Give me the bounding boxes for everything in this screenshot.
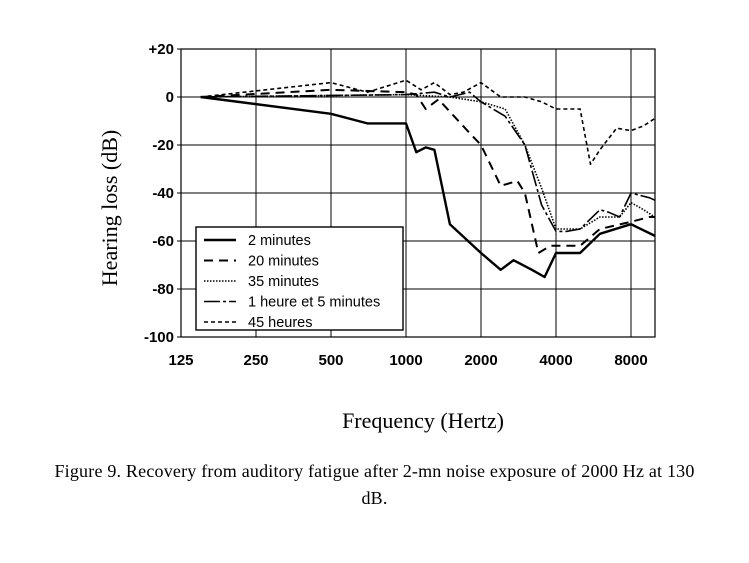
x-tick-label: 500 (318, 352, 343, 369)
x-tick-label: 4000 (539, 352, 572, 369)
series-line-3 (200, 93, 655, 230)
x-tick-label: 1000 (389, 352, 422, 369)
series-line-1 (200, 95, 655, 279)
series-line-5 (200, 79, 655, 165)
legend-label-3: 35 minutes (248, 274, 319, 290)
series-lines (200, 79, 655, 279)
legend-label-1: 2 minutes (248, 233, 311, 249)
x-axis-label: Frequency (Hertz) (342, 408, 504, 433)
caption-line-2: dB. (361, 488, 388, 508)
legend: 2 minutes 20 minutes 35 minutes 1 heure et … (195, 226, 404, 331)
y-tick-label: -80 (152, 281, 174, 298)
y-tick-label: +20 (149, 41, 174, 58)
y-axis-label: Hearing loss (dB) (97, 130, 122, 286)
axis-ticks: 125 250 500 1000 2000 4000 8000 +20 0 -20 -40 -60 -8… (144, 41, 648, 369)
series-line-4 (200, 91, 655, 233)
legend-box (195, 226, 404, 331)
y-tick-label: 0 (166, 89, 174, 106)
y-tick-label: -40 (152, 185, 174, 202)
y-tick-label: -60 (152, 233, 174, 250)
series-line-2 (200, 88, 655, 254)
y-tick-label: -20 (152, 137, 174, 154)
caption-line-1: Figure 9. Recovery from auditory fatigue… (54, 461, 695, 481)
y-tick-label: -100 (144, 329, 174, 346)
legend-label-5: 45 heures (248, 315, 313, 331)
x-tick-label: 8000 (614, 352, 647, 369)
legend-label-4: 1 heure et 5 minutes (248, 295, 380, 311)
figure-caption: Figure 9. Recovery from auditory fatigue… (0, 458, 749, 512)
x-tick-label: 125 (168, 352, 193, 369)
x-tick-label: 2000 (464, 352, 497, 369)
legend-label-2: 20 minutes (248, 254, 319, 270)
x-tick-label: 250 (243, 352, 268, 369)
